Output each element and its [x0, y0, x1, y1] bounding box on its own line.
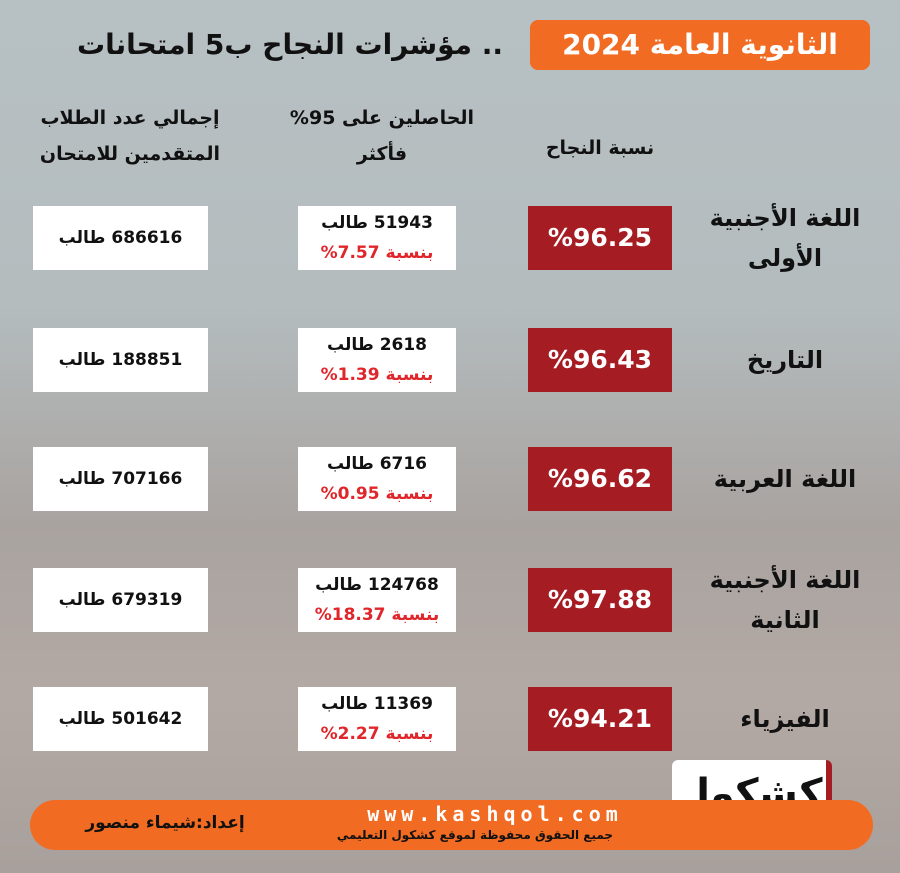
top-students-box: 6716 طالب بنسبة 0.95%	[298, 447, 456, 511]
subject-line2: الثانية	[750, 606, 820, 634]
top-students-box: 11369 طالب بنسبة 2.27%	[298, 687, 456, 751]
header-total-students: إجمالي عدد الطلاب المتقدمين للامتحان	[5, 100, 255, 172]
header-top-line1: الحاصلين على 95%	[289, 107, 475, 129]
subject-line1: اللغة العربية	[713, 465, 857, 493]
top-ratio: بنسبة 0.95%	[320, 484, 434, 504]
total-students-box: 188851 طالب	[33, 328, 208, 392]
author-credit: إعداد:شيماء منصور	[85, 813, 245, 833]
top-count: 51943 طالب	[321, 213, 433, 233]
top-ratio: بنسبة 18.37%	[314, 605, 440, 625]
pass-rate-box: %96.62	[528, 447, 672, 511]
subject-line1: اللغة الأجنبية	[709, 566, 861, 594]
header-top-line2: فأكثر	[356, 143, 408, 165]
subject-name: الفيزياء	[680, 699, 890, 739]
total-students-box: 679319 طالب	[33, 568, 208, 632]
pass-rate-box: %94.21	[528, 687, 672, 751]
total-students-box: 501642 طالب	[33, 687, 208, 751]
title-highlight: الثانوية العامة 2024	[530, 20, 870, 70]
pass-rate-box: %96.43	[528, 328, 672, 392]
subject-name: اللغة الأجنبية الثانية	[680, 560, 890, 640]
subject-name: التاريخ	[680, 340, 890, 380]
top-ratio: بنسبة 2.27%	[320, 724, 434, 744]
top-students-box: 51943 طالب بنسبة 7.57%	[298, 206, 456, 270]
total-students-box: 686616 طالب	[33, 206, 208, 270]
header-total-line2: المتقدمين للامتحان	[39, 143, 221, 165]
title-rest: .. مؤشرات النجاح ب5 امتحانات	[76, 28, 504, 61]
subject-line1: الفيزياء	[740, 705, 830, 733]
footer-bar: www.kashqol.com جميع الحقوق محفوظة لموقع…	[30, 800, 873, 850]
total-students-box: 707166 طالب	[33, 447, 208, 511]
header-total-line1: إجمالي عدد الطلاب	[40, 107, 220, 129]
header-top-students: الحاصلين على 95% فأكثر	[262, 100, 502, 172]
top-students-box: 2618 طالب بنسبة 1.39%	[298, 328, 456, 392]
top-count: 6716 طالب	[326, 454, 428, 474]
pass-rate-box: %97.88	[528, 568, 672, 632]
copyright-text: جميع الحقوق محفوظة لموقع كشكول التعليمي	[336, 828, 614, 842]
subject-line1: التاريخ	[746, 346, 824, 374]
subject-line1: اللغة الأجنبية	[709, 204, 861, 232]
page-title: الثانوية العامة 2024 .. مؤشرات النجاح ب5…	[0, 18, 900, 74]
pass-rate-box: %96.25	[528, 206, 672, 270]
top-ratio: بنسبة 1.39%	[320, 365, 434, 385]
top-ratio: بنسبة 7.57%	[320, 243, 434, 263]
top-students-box: 124768 طالب بنسبة 18.37%	[298, 568, 456, 632]
top-count: 11369 طالب	[321, 694, 433, 714]
top-count: 124768 طالب	[315, 575, 439, 595]
subject-line2: الأولى	[747, 244, 823, 272]
subject-name: اللغة العربية	[680, 459, 890, 499]
subject-name: اللغة الأجنبية الأولى	[680, 198, 890, 278]
header-pass-rate: نسبة النجاح	[545, 137, 655, 159]
top-count: 2618 طالب	[326, 335, 428, 355]
site-url[interactable]: www.kashqol.com	[367, 802, 623, 826]
